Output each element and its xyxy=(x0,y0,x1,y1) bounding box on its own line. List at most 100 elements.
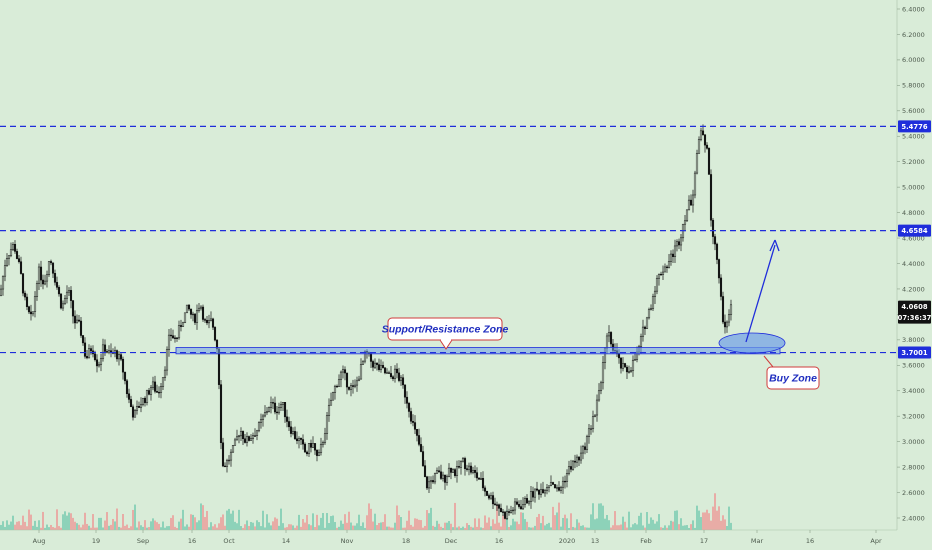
candle-body xyxy=(425,476,429,489)
candle-body xyxy=(347,386,351,390)
volume-bar xyxy=(426,510,428,530)
candle-body xyxy=(729,304,733,315)
price-label-box xyxy=(898,346,931,359)
candle-body xyxy=(497,504,501,509)
volume-bar xyxy=(582,525,584,530)
candle-body xyxy=(647,309,651,319)
volume-bar xyxy=(252,522,254,530)
volume-bar xyxy=(256,520,258,530)
candle-body xyxy=(639,335,643,348)
candle-body xyxy=(351,385,355,387)
candle-body xyxy=(457,466,461,468)
candle-body xyxy=(53,273,57,283)
candle-body xyxy=(705,144,709,149)
candle-body xyxy=(89,348,93,352)
volume-bar xyxy=(308,524,310,530)
volume-bar xyxy=(436,520,438,530)
volume-bar xyxy=(174,526,176,530)
candle-body xyxy=(175,337,179,339)
volume-bar xyxy=(34,520,36,530)
candle-body xyxy=(389,373,393,377)
volume-bar xyxy=(656,521,658,530)
volume-bar xyxy=(344,514,346,530)
volume-bar xyxy=(64,511,66,530)
volume-bar xyxy=(228,508,230,530)
candle-body xyxy=(449,467,453,473)
candle-body xyxy=(231,445,235,453)
volume-bar xyxy=(110,524,112,530)
volume-bar xyxy=(490,526,492,530)
candle-body xyxy=(295,438,299,442)
volume-bar xyxy=(254,526,256,530)
projection-arrow[interactable] xyxy=(745,239,780,343)
volume-bar xyxy=(540,523,542,530)
x-tick-label: Mar xyxy=(751,537,764,545)
volume-bar xyxy=(646,512,648,530)
price-label-box xyxy=(898,311,931,324)
volume-bar xyxy=(358,514,360,530)
volume-bar xyxy=(24,521,26,530)
candle-body xyxy=(79,320,83,336)
x-tick-label: Sep xyxy=(137,537,149,545)
candle-body xyxy=(665,266,669,268)
candle-body xyxy=(267,407,271,412)
candle-body xyxy=(245,436,249,443)
candle-body xyxy=(221,442,225,467)
x-tick-label: Feb xyxy=(640,537,652,545)
candle-body xyxy=(51,262,55,274)
volume-bar xyxy=(316,514,318,530)
candle-body xyxy=(381,365,385,368)
buy-zone-ellipse[interactable] xyxy=(718,332,786,354)
volume-bar xyxy=(424,525,426,530)
volume-bar xyxy=(100,517,102,530)
volume-bar xyxy=(108,525,110,530)
candle-body xyxy=(301,439,305,445)
volume-bar xyxy=(472,527,474,530)
price-label-text: 4.6584 xyxy=(901,227,927,235)
support-resistance-zone[interactable] xyxy=(175,347,781,355)
candle-body xyxy=(255,430,259,436)
candle-body xyxy=(359,364,363,380)
candle-body xyxy=(653,290,657,297)
candle-body xyxy=(229,451,233,461)
candle-body xyxy=(595,399,599,416)
candle-body xyxy=(461,458,465,462)
volume-bar xyxy=(652,519,654,530)
volume-bar xyxy=(112,518,114,530)
volume-bar xyxy=(56,509,58,530)
volume-bar xyxy=(448,521,450,530)
volume-bar xyxy=(302,519,304,530)
volume-bar xyxy=(90,527,92,530)
candle-body xyxy=(213,327,217,341)
volume-bar xyxy=(622,516,624,530)
volume-bar xyxy=(380,522,382,530)
candle-body xyxy=(69,290,73,301)
candle-body xyxy=(583,446,587,450)
candle-body xyxy=(27,306,31,313)
volume-bar xyxy=(710,520,712,530)
candle-body xyxy=(283,402,287,418)
volume-bar xyxy=(130,526,132,530)
candle-body xyxy=(669,253,673,262)
volume-bar xyxy=(444,522,446,530)
volume-bar xyxy=(336,527,338,530)
candle-body xyxy=(431,480,435,483)
candle-body xyxy=(115,350,119,360)
candle-body xyxy=(599,382,603,392)
time-axis[interactable]: Aug 19 Sep 16 Oct 14 Nov 18 Dec 16 2020 13 Feb 17 Mar 1… xyxy=(0,529,897,545)
candle-body xyxy=(139,404,143,408)
buy-zone-callout[interactable]: Buy Zone xyxy=(763,355,820,390)
volume-bar xyxy=(396,505,398,530)
volume-bar xyxy=(624,521,626,530)
volume-bar xyxy=(510,525,512,530)
volume-bar xyxy=(440,526,442,530)
candle-body xyxy=(715,243,719,260)
volume-bar xyxy=(92,514,94,530)
support-resistance-callout[interactable]: Support/Resistance Zone xyxy=(382,317,509,350)
volume-bar xyxy=(66,515,68,530)
candle-body xyxy=(493,503,497,505)
candle-body xyxy=(37,266,41,284)
volume-bar xyxy=(274,517,276,530)
volume-bar xyxy=(688,527,690,530)
